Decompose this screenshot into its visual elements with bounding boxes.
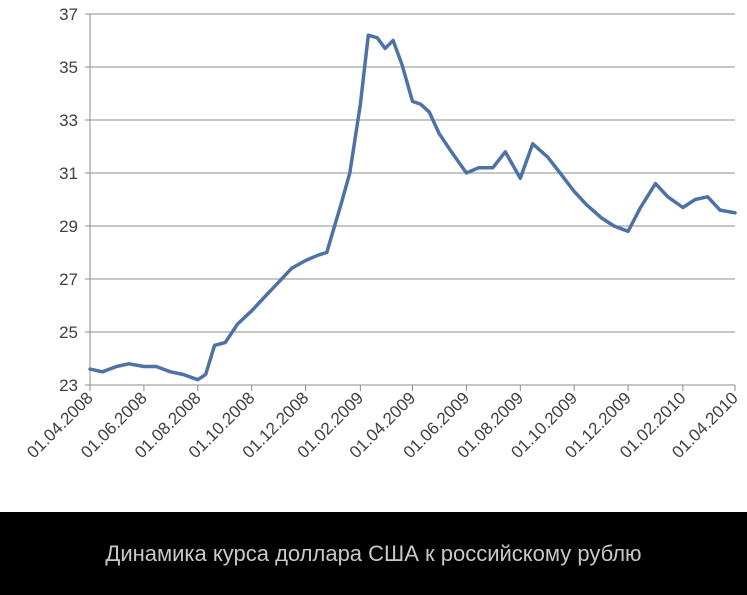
y-tick-label: 27 (59, 270, 78, 289)
chart-area: 23 25 27 29 31 33 35 37 01.04.2008 01.06.2008 01.… (23, 5, 742, 462)
y-tick-label: 23 (59, 376, 78, 395)
y-tick-label: 31 (59, 164, 78, 183)
caption-bar: Динамика курса доллара США к российскому… (0, 512, 747, 595)
y-tick-label: 33 (59, 111, 78, 130)
y-tick-label: 35 (59, 58, 78, 77)
axes (85, 13, 736, 391)
series-line-0 (88, 33, 737, 382)
line-chart: 23 25 27 29 31 33 35 37 01.04.200801.06.200801.… (23, 5, 742, 462)
y-tick-label: 37 (59, 5, 78, 24)
caption-text: Динамика курса доллара США к российскому… (105, 541, 642, 566)
x-tick-labels: 01.04.200801.06.200801.08.200801.10.2008… (23, 388, 742, 462)
y-tick-label: 29 (59, 217, 78, 236)
y-tick-labels: 23 25 27 29 31 33 35 37 (59, 5, 78, 395)
y-tick-label: 25 (59, 323, 78, 342)
gridlines (90, 13, 735, 386)
series-layer (88, 33, 737, 382)
